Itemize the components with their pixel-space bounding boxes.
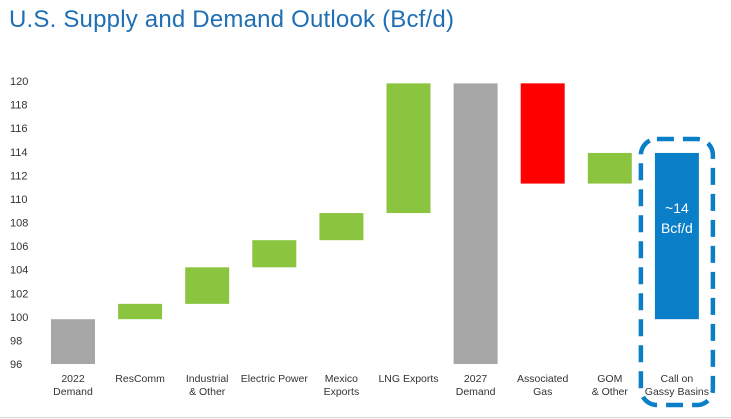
- y-tick-label-100: 100: [10, 312, 28, 324]
- y-tick-label-118: 118: [10, 100, 28, 112]
- category-label-2022-demand: 2022 Demand: [53, 373, 93, 398]
- category-label-associated-gas: Associated Gas: [517, 373, 569, 398]
- bar-gom-other: [587, 152, 632, 184]
- bottom-divider: [0, 417, 731, 418]
- category-label-call-on-gassy-basins: Call on Gassy Basins: [645, 373, 709, 398]
- bar-mexico-exports: [319, 213, 364, 241]
- chart-overlay: ~14 Bcf/d: [638, 136, 716, 408]
- bar-2022-demand: [51, 319, 95, 364]
- bar-2027-demand: [453, 83, 498, 364]
- y-tick-label-102: 102: [10, 288, 28, 300]
- page-title: U.S. Supply and Demand Outlook (Bcf/d): [9, 6, 455, 33]
- category-label-lng-exports: LNG Exports: [378, 373, 438, 385]
- bar-industrial-other: [185, 267, 230, 304]
- category-label-industrial-other: Industrial & Other: [186, 373, 229, 398]
- annotation-call-on-gassy-basins: ~14 Bcf/d: [661, 200, 693, 236]
- y-tick-label-116: 116: [10, 123, 28, 135]
- bar-call-on-gassy-basins: [654, 152, 699, 320]
- y-axis-ticks: 96 98 100 102 104 106 108 110 112 114 116 118 120: [10, 76, 28, 371]
- category-label-electric-power: Electric Power: [241, 373, 309, 385]
- y-tick-label-98: 98: [10, 335, 22, 347]
- bar-lng-exports: [386, 83, 431, 214]
- y-tick-label-112: 112: [10, 170, 28, 182]
- category-label-2027-demand: 2027 Demand: [456, 373, 496, 398]
- y-tick-label-114: 114: [10, 147, 28, 159]
- chart-bars: [51, 83, 699, 364]
- bar-electric-power: [252, 240, 297, 268]
- y-tick-label-110: 110: [10, 194, 28, 206]
- category-label-gom-other: GOM & Other: [592, 373, 629, 398]
- highlight-dashed-box: [638, 136, 716, 408]
- y-tick-label-96: 96: [10, 359, 22, 371]
- y-tick-label-120: 120: [10, 76, 28, 88]
- category-label-mexico-exports: Mexico Exports: [324, 373, 360, 398]
- bar-rescomm: [118, 303, 163, 320]
- y-tick-label-106: 106: [10, 241, 28, 253]
- category-label-rescomm: ResComm: [115, 373, 165, 385]
- bar-associated-gas: [520, 83, 565, 184]
- y-tick-label-104: 104: [10, 265, 28, 277]
- y-tick-label-108: 108: [10, 218, 28, 230]
- category-labels: 2022 Demand ResComm Industrial & Other Electr…: [53, 373, 709, 398]
